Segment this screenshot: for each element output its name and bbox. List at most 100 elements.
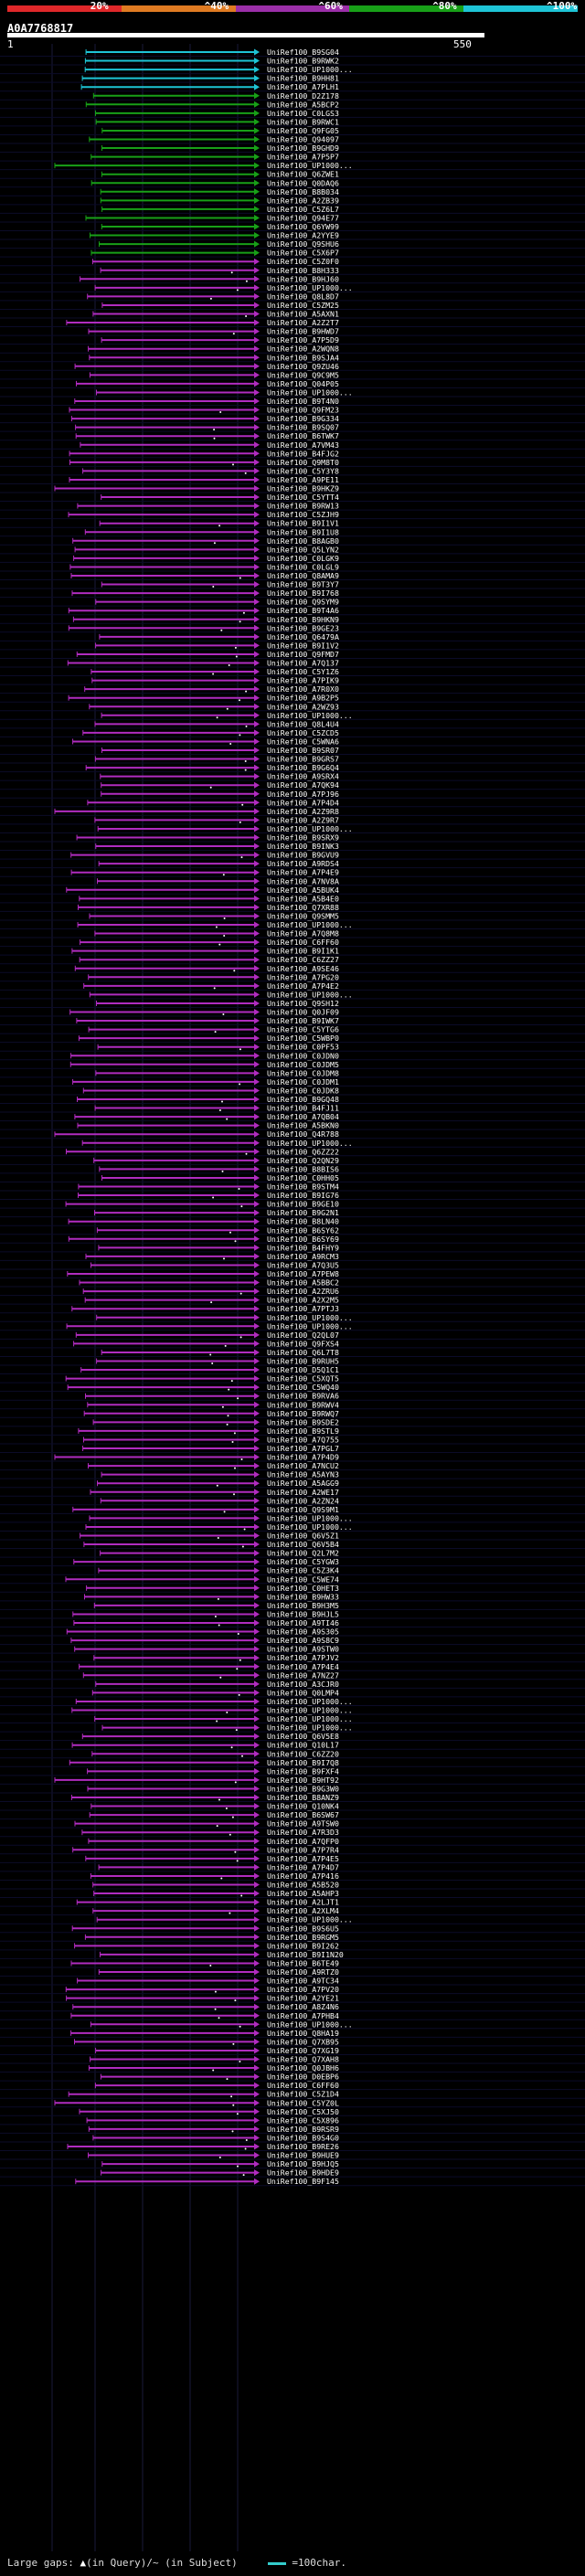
hit-label[interactable]: UniRef100_D5Q1C1 [267, 1365, 339, 1374]
hit-label[interactable]: UniRef100_Q8AMA9 [267, 571, 339, 580]
hit-label[interactable]: UniRef100_Q6YW99 [267, 222, 339, 231]
hit-label[interactable]: UniRef100_A9RTZ0 [267, 1967, 339, 1977]
hit-label[interactable]: UniRef100_A5BBC2 [267, 1278, 339, 1288]
hit-label[interactable]: UniRef100_Q6ZZ22 [267, 1147, 339, 1156]
hit-label[interactable]: UniRef100_Q6L7T8 [267, 1348, 339, 1357]
hit-label[interactable]: UniRef100_Q9FG05 [267, 126, 339, 135]
hit-label[interactable]: UniRef100_B8AGB0 [267, 536, 339, 546]
hit-label[interactable]: UniRef100_C6FF60 [267, 938, 339, 947]
hit-label[interactable]: UniRef100_C5XQT5 [267, 1374, 339, 1383]
hit-label[interactable]: UniRef100_A5AYN3 [267, 1470, 339, 1479]
hit-label[interactable]: UniRef100_B9IWK7 [267, 1016, 339, 1025]
hit-label[interactable]: UniRef100_Q9SHU6 [267, 239, 339, 249]
hit-label[interactable]: UniRef100_A7P4E9 [267, 868, 339, 877]
hit-label[interactable]: UniRef100_UP1000... [267, 1313, 353, 1322]
hit-label[interactable]: UniRef100_C0JDM8 [267, 1068, 339, 1077]
hit-label[interactable]: UniRef100_A7QB04 [267, 1112, 339, 1121]
hit-label[interactable]: UniRef100_B4FJG2 [267, 449, 339, 458]
hit-label[interactable]: UniRef100_B9SQ07 [267, 423, 339, 432]
hit-label[interactable]: UniRef100_C6FF60 [267, 2081, 339, 2090]
hit-label[interactable]: UniRef100_A2X2M5 [267, 1296, 339, 1305]
hit-label[interactable]: UniRef100_UP1000... [267, 1723, 353, 1733]
hit-label[interactable]: UniRef100_A7Q8M8 [267, 929, 339, 938]
hit-label[interactable]: UniRef100_C5WQ40 [267, 1383, 339, 1392]
hit-label[interactable]: UniRef100_Q10NK4 [267, 1802, 339, 1811]
hit-label[interactable]: UniRef100_B9RWQ7 [267, 1409, 339, 1418]
hit-label[interactable]: UniRef100_B9HWD7 [267, 327, 339, 336]
hit-label[interactable]: UniRef100_B6TWK7 [267, 431, 339, 440]
hit-label[interactable]: UniRef100_A9SE46 [267, 964, 339, 973]
hit-label[interactable]: UniRef100_A7R3D3 [267, 1828, 339, 1837]
hit-label[interactable]: UniRef100_Q6V5Z1 [267, 1532, 339, 1541]
hit-label[interactable]: UniRef100_B9SDE2 [267, 1417, 339, 1426]
hit-label[interactable]: UniRef100_B8LN40 [267, 1217, 339, 1226]
hit-label[interactable]: UniRef100_C5Z6L7 [267, 205, 339, 214]
hit-label[interactable]: UniRef100_Q6V5B4 [267, 1540, 339, 1549]
hit-label[interactable]: UniRef100_C5Y3Y8 [267, 466, 339, 475]
hit-label[interactable]: UniRef100_A7PGL7 [267, 1444, 339, 1453]
hit-label[interactable]: UniRef100_B9G6Q4 [267, 763, 339, 772]
hit-label[interactable]: UniRef100_Q7XR88 [267, 903, 339, 912]
hit-label[interactable]: UniRef100_UP1000... [267, 1697, 353, 1706]
hit-label[interactable]: UniRef100_A7P4E2 [267, 981, 339, 991]
hit-label[interactable]: UniRef100_C0HET3 [267, 1584, 339, 1593]
hit-label[interactable]: UniRef100_B4FJ11 [267, 1104, 339, 1113]
hit-label[interactable]: UniRef100_A7P7R4 [267, 1845, 339, 1854]
hit-label[interactable]: UniRef100_UP1000... [267, 711, 353, 720]
hit-label[interactable]: UniRef100_C6ZZ27 [267, 955, 339, 964]
hit-label[interactable]: UniRef100_UP1000... [267, 920, 353, 929]
hit-label[interactable]: UniRef100_A7P4E4 [267, 1662, 339, 1671]
hit-label[interactable]: UniRef100_A8Z4N6 [267, 2002, 339, 2011]
hit-label[interactable]: UniRef100_A2YE21 [267, 1994, 339, 2003]
hit-label[interactable]: UniRef100_A7P4D7 [267, 1862, 339, 1871]
hit-label[interactable]: UniRef100_A7PEW8 [267, 1269, 339, 1278]
hit-label[interactable]: UniRef100_A7NCU2 [267, 1461, 339, 1470]
hit-label[interactable]: UniRef100_B9RGM5 [267, 1933, 339, 1942]
hit-label[interactable]: UniRef100_B9I1K1 [267, 947, 339, 956]
hit-label[interactable]: UniRef100_Q9ZU46 [267, 362, 339, 371]
hit-label[interactable]: UniRef100_A7P5D9 [267, 335, 339, 345]
hit-label[interactable]: UniRef100_C5WBP0 [267, 1034, 339, 1043]
hit-label[interactable]: UniRef100_A7PIK9 [267, 676, 339, 685]
hit-label[interactable]: UniRef100_B9RUH5 [267, 1357, 339, 1366]
hit-label[interactable]: UniRef100_C5YZ0L [267, 2098, 339, 2107]
hit-label[interactable]: UniRef100_UP1000... [267, 283, 353, 292]
hit-label[interactable]: UniRef100_A9S305 [267, 1627, 339, 1637]
hit-label[interactable]: UniRef100_Q7XAH8 [267, 2055, 339, 2064]
hit-label[interactable]: UniRef100_B9G2N1 [267, 1208, 339, 1217]
hit-label[interactable]: UniRef100_Q9C9M5 [267, 370, 339, 379]
hit-label[interactable]: UniRef100_UP1000... [267, 1513, 353, 1522]
hit-label[interactable]: UniRef100_Q2L7M2 [267, 1549, 339, 1558]
hit-label[interactable]: UniRef100_A9B2P5 [267, 694, 339, 703]
hit-label[interactable]: UniRef100_Q0JBH6 [267, 2063, 339, 2072]
hit-label[interactable]: UniRef100_Q9FM23 [267, 406, 339, 415]
hit-label[interactable]: UniRef100_B6TE49 [267, 1958, 339, 1967]
hit-label[interactable]: UniRef100_UP1000... [267, 1714, 353, 1723]
hit-label[interactable]: UniRef100_B9H3M5 [267, 1601, 339, 1610]
hit-label[interactable]: UniRef100_B9HKN9 [267, 615, 339, 624]
hit-label[interactable]: UniRef100_B9RWK2 [267, 57, 339, 66]
hit-label[interactable]: UniRef100_B8B034 [267, 187, 339, 196]
hit-label[interactable]: UniRef100_C5ZCD5 [267, 728, 339, 737]
hit-label[interactable]: UniRef100_B9I1V2 [267, 641, 339, 650]
hit-label[interactable]: UniRef100_A7PV20 [267, 1985, 339, 1994]
hit-label[interactable]: UniRef100_A2ZB39 [267, 196, 339, 205]
hit-label[interactable]: UniRef100_A7PJ96 [267, 790, 339, 799]
hit-label[interactable]: UniRef100_UP1000... [267, 1321, 353, 1330]
hit-label[interactable]: UniRef100_B9RE26 [267, 2142, 339, 2151]
hit-label[interactable]: UniRef100_B9I1V1 [267, 519, 339, 528]
hit-label[interactable]: UniRef100_Q8L8D7 [267, 292, 339, 301]
hit-label[interactable]: UniRef100_A7QK94 [267, 780, 339, 790]
hit-label[interactable]: UniRef100_C5Z0F0 [267, 257, 339, 266]
hit-label[interactable]: UniRef100_A2ZN24 [267, 1496, 339, 1505]
hit-label[interactable]: UniRef100_Q2QN29 [267, 1156, 339, 1165]
hit-label[interactable]: UniRef100_B9HDE9 [267, 2168, 339, 2178]
hit-label[interactable]: UniRef100_A2LJT1 [267, 1898, 339, 1907]
hit-label[interactable]: UniRef100_B9G334 [267, 414, 339, 423]
hit-label[interactable]: UniRef100_C0JDM1 [267, 1077, 339, 1087]
hit-label[interactable]: UniRef100_Q9SMM5 [267, 911, 339, 920]
hit-label[interactable]: UniRef100_A9RDS4 [267, 859, 339, 868]
hit-label[interactable]: UniRef100_B9SRX9 [267, 833, 339, 843]
hit-label[interactable]: UniRef100_A7R0X0 [267, 684, 339, 694]
hit-label[interactable]: UniRef100_UP1000... [267, 387, 353, 397]
